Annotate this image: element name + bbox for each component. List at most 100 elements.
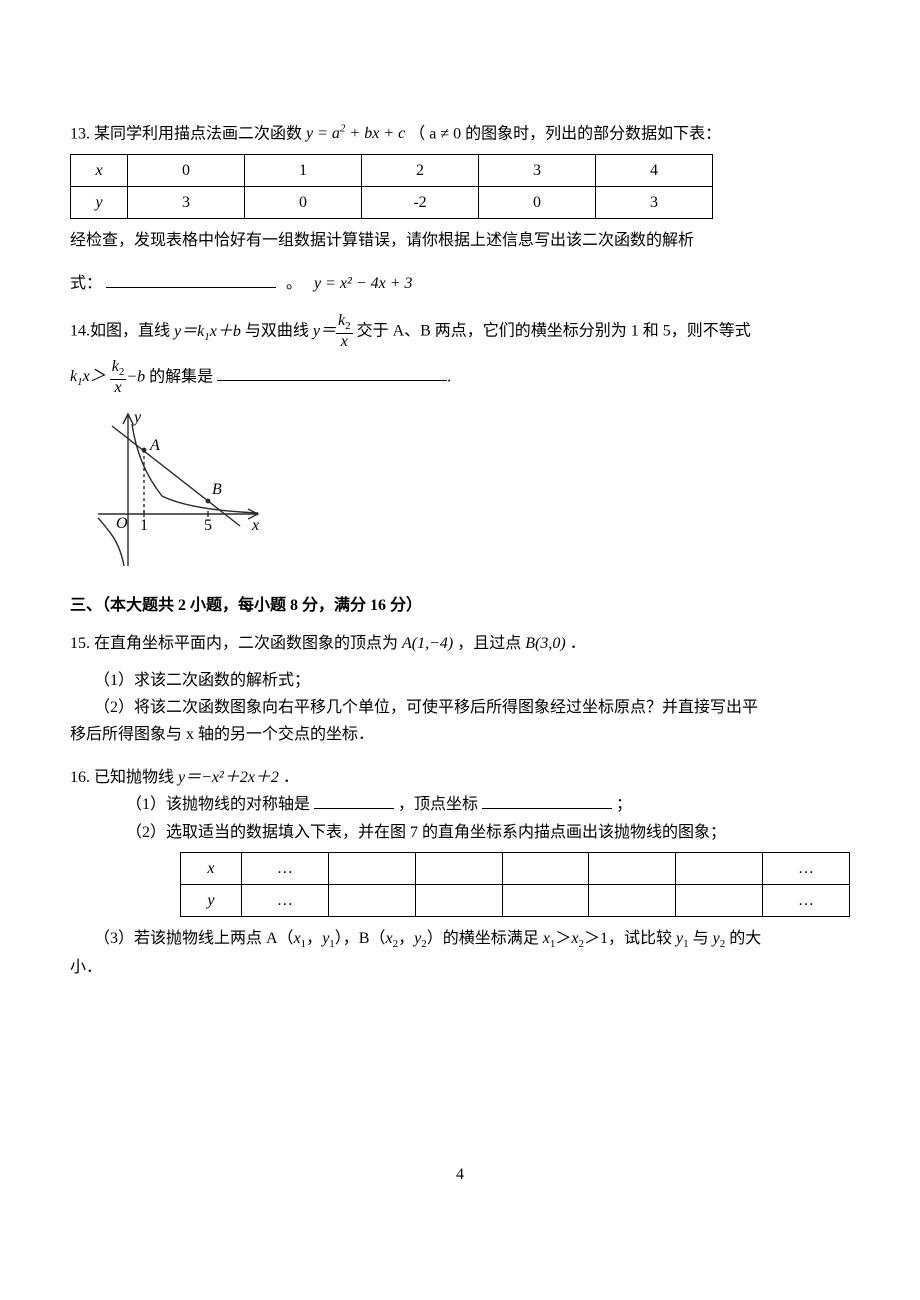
q16-y-label: y (181, 885, 242, 917)
q16-x2: x (385, 930, 392, 947)
q16-ia: x (543, 930, 550, 947)
q16-p3e: 小． (70, 954, 850, 981)
q16-c1: ， (306, 930, 322, 947)
q14-frac-num: k (338, 312, 345, 329)
q16-dots: … (241, 852, 328, 884)
q13-table: x 0 1 2 3 4 y 3 0 -2 0 3 (70, 154, 713, 219)
q16-p3c: ）的横坐标满足 (427, 930, 543, 947)
q13-x2: 2 (362, 154, 479, 186)
q14-yeq2: y＝ (313, 323, 336, 340)
q16-dots: … (241, 885, 328, 917)
q16-blank1[interactable] (314, 792, 394, 809)
section-3-heading: 三、（本大题共 2 小题，每小题 8 分，满分 16 分） (70, 592, 850, 619)
q16-ib: ＞ (555, 930, 571, 947)
q16-cell[interactable] (502, 852, 589, 884)
q13-y1: 0 (245, 186, 362, 218)
q16-p1c: ； (616, 796, 632, 813)
q16-table: x … … y … … (180, 852, 850, 917)
question-13: 13. 某同学利用描点法画二次函数 y = a2 + bx + c （ a ≠ … (70, 120, 850, 297)
q16-blank2[interactable] (482, 792, 612, 809)
q14-graph: y x O 1 5 A B (90, 406, 270, 576)
q13-after: 经检查，发现表格中恰好有一组数据计算错误，请你根据上述信息写出该二次函数的解析 (70, 227, 850, 254)
q16-p3d: 的大 (725, 930, 761, 947)
q16-id: ＞1，试比较 (584, 930, 676, 947)
q13-yeq: y = a (306, 125, 340, 142)
q16-cell[interactable] (676, 852, 763, 884)
q14-frac: k2 x (336, 313, 353, 351)
q16-tail: ． (283, 769, 299, 786)
q13-line2-suffix: 。 (286, 275, 302, 292)
q16-cell[interactable] (415, 885, 502, 917)
q13-y0: 3 (128, 186, 245, 218)
q14-xb: x＋b (210, 323, 241, 340)
q14-minusb: −b (126, 368, 145, 385)
q14-blank[interactable] (217, 364, 447, 381)
q16-x-label: x (181, 852, 242, 884)
q16-p3a: （3）若该抛物线上两点 A（ (94, 930, 294, 947)
q16-p3b: ），B（ (335, 930, 386, 947)
q16-lead: 16. 已知抛物线 (70, 769, 178, 786)
q14-line2-k: k1x＞ (70, 368, 110, 385)
table-row: x 0 1 2 3 4 (71, 154, 713, 186)
q16-dots: … (763, 852, 850, 884)
q16-p2: （2）选取适当的数据填入下表，并在图 7 的直角坐标系内描点画出该抛物线的图象； (70, 819, 850, 846)
q16-p1a: （1）该抛物线的对称轴是 (126, 796, 310, 813)
q13-x-label: x (71, 154, 128, 186)
q15-lead: 15. 在直角坐标平面内，二次函数图象的顶点为 (70, 635, 402, 652)
q13-x3: 3 (479, 154, 596, 186)
q14-frac-num-sub: 2 (345, 320, 351, 332)
q16-cell[interactable] (328, 885, 415, 917)
q14-frac-den: x (336, 334, 353, 351)
label-A: A (149, 437, 160, 454)
table-row: y … … (181, 885, 850, 917)
q16-cb: 与 (689, 930, 713, 947)
q16-dots: … (763, 885, 850, 917)
q13-answer: y = x² − 4x + 3 (314, 270, 413, 297)
q16-expr: y＝−x²＋2x＋2 (178, 769, 279, 786)
q16-cell[interactable] (328, 852, 415, 884)
q13-x1: 1 (245, 154, 362, 186)
label-O: O (116, 515, 128, 532)
q16-cell[interactable] (415, 852, 502, 884)
q16-c2: ， (398, 930, 414, 947)
label-x: x (251, 517, 259, 534)
q13-x4: 4 (596, 154, 713, 186)
table-row: y 3 0 -2 0 3 (71, 186, 713, 218)
q14-frac2-num-sub: 2 (119, 366, 125, 378)
q16-cell[interactable] (502, 885, 589, 917)
q14-period: . (447, 368, 451, 385)
q13-x0: 0 (128, 154, 245, 186)
q16-cell[interactable] (676, 885, 763, 917)
q14-k1xb: y＝k1x＋b (174, 323, 245, 340)
q13-y-label: y (71, 186, 128, 218)
q13-line2-prefix: 式： (70, 275, 102, 292)
q14-yeq: y＝k (174, 323, 204, 340)
q13-paren: （ a ≠ 0 的图象时，列出的部分数据如下表： (409, 125, 721, 142)
label-1: 1 (140, 517, 148, 534)
q13-blank[interactable] (106, 271, 276, 288)
q14-tail: 的解集是 (149, 368, 213, 385)
q15-B: B(3,0) (525, 635, 565, 652)
q15-p2b: 移后所得图象与 x 轴的另一个交点的坐标． (70, 721, 850, 748)
q15-p2a: （2）将该二次函数图象向右平移几个单位，可使平移后所得图象经过坐标原点？并直接写… (70, 694, 850, 721)
q16-p1b: ，顶点坐标 (398, 796, 478, 813)
q16-cc: y (713, 930, 720, 947)
q13-bxc: + bx + c (345, 125, 405, 142)
question-15: 15. 在直角坐标平面内，二次函数图象的顶点为 A(1,−4) ，且过点 B(3… (70, 630, 850, 749)
q15-tail: ． (570, 635, 586, 652)
label-5: 5 (204, 517, 212, 534)
q16-cell[interactable] (589, 885, 676, 917)
q15-p1: （1）求该二次函数的解析式； (70, 667, 850, 694)
q13-formula: y = a2 + bx + c (306, 125, 409, 142)
q13-y2: -2 (362, 186, 479, 218)
q16-cell[interactable] (589, 852, 676, 884)
q14-lead: 14.如图，直线 (70, 323, 174, 340)
q14-l2-xgt: x＞ (83, 368, 106, 385)
q15-A: A(1,−4) (402, 635, 453, 652)
q14-frac2: k2 x (110, 359, 127, 397)
label-B: B (212, 481, 222, 498)
q14-frac2-num: k (112, 358, 119, 375)
page-number: 4 (70, 1161, 850, 1188)
line-AB (112, 426, 240, 526)
q14-after-frac: 交于 A、B 两点，它们的横坐标分别为 1 和 5，则不等式 (357, 323, 751, 340)
